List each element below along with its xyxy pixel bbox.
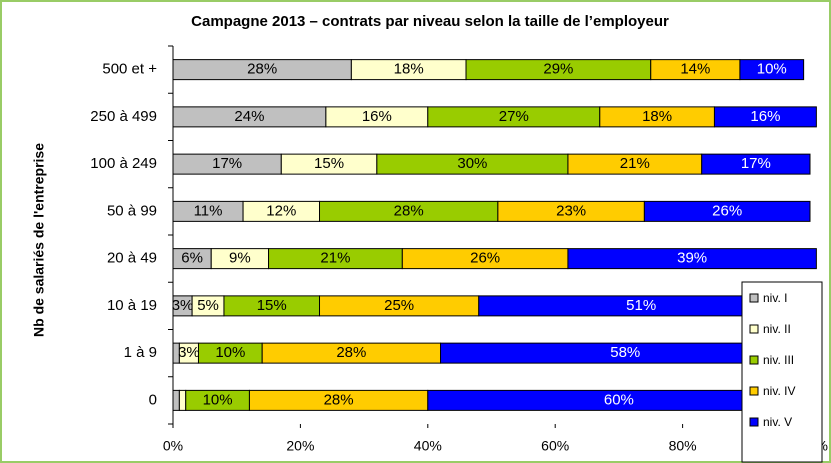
data-label: 16% <box>750 108 780 125</box>
data-label: 15% <box>257 297 287 314</box>
x-tick-label: 40% <box>414 438 442 454</box>
data-label: 17% <box>741 155 771 172</box>
bar-segment <box>178 389 187 411</box>
bar-segment <box>567 248 817 270</box>
y-tick-label: 50 à 99 <box>107 202 157 219</box>
data-label: 25% <box>384 297 414 314</box>
legend: niv. I niv. II niv. III niv. IV niv. V <box>741 281 823 463</box>
data-label: 10% <box>757 61 787 78</box>
data-label: 5% <box>197 297 219 314</box>
x-tick-label: 0% <box>163 438 183 454</box>
y-tick-label: 1 à 9 <box>124 344 157 361</box>
data-label: 3% <box>172 297 194 314</box>
data-label: 14% <box>680 61 710 78</box>
chart-title: Campagne 2013 – contrats par niveau selo… <box>191 13 669 30</box>
y-tick-label: 100 à 249 <box>90 155 157 172</box>
legend-swatch <box>749 386 759 396</box>
data-label: 29% <box>543 61 573 78</box>
data-label: 21% <box>620 155 650 172</box>
legend-swatch <box>749 417 759 427</box>
data-label: 10% <box>203 391 233 408</box>
y-tick-label: 0 <box>149 391 157 408</box>
data-label: 28% <box>394 202 424 219</box>
data-label: 3% <box>178 344 200 361</box>
data-label: 60% <box>604 391 634 408</box>
x-tick-label: 20% <box>286 438 314 454</box>
data-label: 18% <box>394 61 424 78</box>
y-tick-label: 500 et + <box>102 61 157 78</box>
data-label: 26% <box>712 202 742 219</box>
x-tick-label: 60% <box>541 438 569 454</box>
x-tick-label: 80% <box>669 438 697 454</box>
data-label: 17% <box>212 155 242 172</box>
y-tick-label: 10 à 19 <box>107 297 157 314</box>
legend-label: niv. II <box>763 322 791 336</box>
legend-swatch <box>749 293 759 303</box>
data-label: 16% <box>362 108 392 125</box>
data-label: 30% <box>457 155 487 172</box>
data-label: 51% <box>626 297 656 314</box>
data-label: 11% <box>194 202 223 219</box>
y-tick-label: 250 à 499 <box>90 108 157 125</box>
data-label: 28% <box>336 344 366 361</box>
data-label: 28% <box>247 61 277 78</box>
legend-swatch <box>749 324 759 334</box>
bar-segment <box>701 153 811 175</box>
legend-label: niv. V <box>763 415 792 429</box>
data-label: 24% <box>234 108 264 125</box>
data-label: 9% <box>229 250 251 267</box>
data-label: 27% <box>499 108 529 125</box>
legend-box <box>741 281 823 463</box>
data-label: 28% <box>324 391 354 408</box>
data-label: 10% <box>215 344 245 361</box>
legend-label: niv. III <box>763 353 794 367</box>
data-label: 58% <box>610 344 640 361</box>
y-tick-label: 20 à 49 <box>107 250 157 267</box>
bar-segment <box>713 106 817 128</box>
legend-label: niv. IV <box>763 384 795 398</box>
data-label: 15% <box>314 155 344 172</box>
bar-segment <box>172 389 180 411</box>
data-label: 21% <box>320 250 350 267</box>
data-label: 6% <box>181 250 203 267</box>
bar-segment <box>739 59 805 81</box>
y-axis-label: Nb de salariés de l'entreprise <box>31 143 47 337</box>
data-label: 26% <box>470 250 500 267</box>
data-label: 12% <box>266 202 296 219</box>
bar-segment <box>643 200 811 222</box>
data-label: 18% <box>642 108 672 125</box>
data-label: 39% <box>677 250 707 267</box>
legend-swatch <box>749 355 759 365</box>
data-label: 23% <box>556 202 586 219</box>
legend-label: niv. I <box>763 291 787 305</box>
